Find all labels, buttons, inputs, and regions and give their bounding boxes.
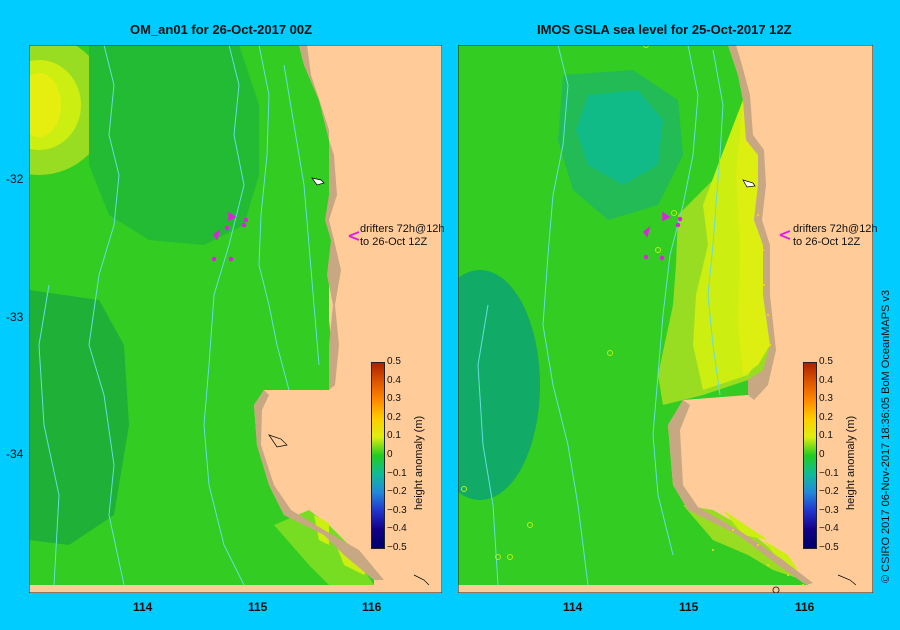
- colorbar-left-tick: 0.4: [387, 374, 401, 386]
- colorbar-right-tick: 0.3: [819, 393, 833, 405]
- colorbar-left: [371, 362, 385, 549]
- drifter-annotation-right: drifters 72h@12h to 26-Oct 12Z: [793, 223, 878, 248]
- colorbar-right-tick: −0.5: [819, 542, 839, 553]
- lon-label-116-left: 116: [362, 600, 382, 614]
- lon-label-114-right: 114: [563, 600, 583, 614]
- lat-label-33: -33: [6, 310, 24, 324]
- left-sea-level-map: [29, 45, 442, 593]
- right-sea-level-map: [458, 45, 873, 593]
- credit-text: © CSIRO 2017 06-Nov-2017 18:36:05 BoM Oc…: [880, 289, 892, 583]
- colorbar-right-tick: 0.4: [819, 374, 833, 386]
- colorbar-left-tick: −0.1: [387, 467, 407, 479]
- lon-label-115-left: 115: [248, 600, 268, 614]
- colorbar-left-tick: −0.5: [387, 542, 407, 553]
- colorbar-right-tick: 0.2: [819, 411, 833, 423]
- colorbar-right-tick: −0.4: [819, 523, 839, 535]
- left-map-title: OM_an01 for 26-Oct-2017 00Z: [130, 22, 313, 37]
- colorbar-right-tick: 0: [819, 449, 825, 460]
- colorbar-left-tick: 0.3: [387, 393, 401, 405]
- colorbar-left-label: height anomaly (m): [413, 415, 425, 510]
- colorbar-left-tick: 0.1: [387, 430, 401, 442]
- lon-label-115-right: 115: [679, 600, 699, 614]
- colorbar-left-tick: −0.3: [387, 504, 407, 516]
- colorbar-right-tick: −0.3: [819, 504, 839, 516]
- lat-label-32: -32: [6, 172, 24, 186]
- colorbar-left-tick: −0.2: [387, 486, 407, 498]
- colorbar-right-tick: 0.5: [819, 356, 833, 367]
- right-map-title: IMOS GSLA sea level for 25-Oct-2017 12Z: [537, 22, 792, 37]
- colorbar-left-tick: −0.4: [387, 523, 407, 535]
- lon-label-114-left: 114: [133, 600, 153, 614]
- colorbar-right-label: height anomaly (m): [845, 415, 857, 510]
- colorbar-left-tick: 0.5: [387, 356, 401, 367]
- colorbar-left-tick: 0.2: [387, 411, 401, 423]
- drifter-annotation-left: drifters 72h@12h to 26-Oct 12Z: [360, 223, 445, 248]
- lon-label-116-right: 116: [795, 600, 815, 614]
- lat-label-34: -34: [6, 447, 24, 461]
- colorbar-right-tick: 0.1: [819, 430, 833, 442]
- colorbar-right-tick: −0.1: [819, 467, 839, 479]
- colorbar-right: [803, 362, 817, 549]
- colorbar-right-tick: −0.2: [819, 486, 839, 498]
- colorbar-left-tick: 0: [387, 449, 393, 460]
